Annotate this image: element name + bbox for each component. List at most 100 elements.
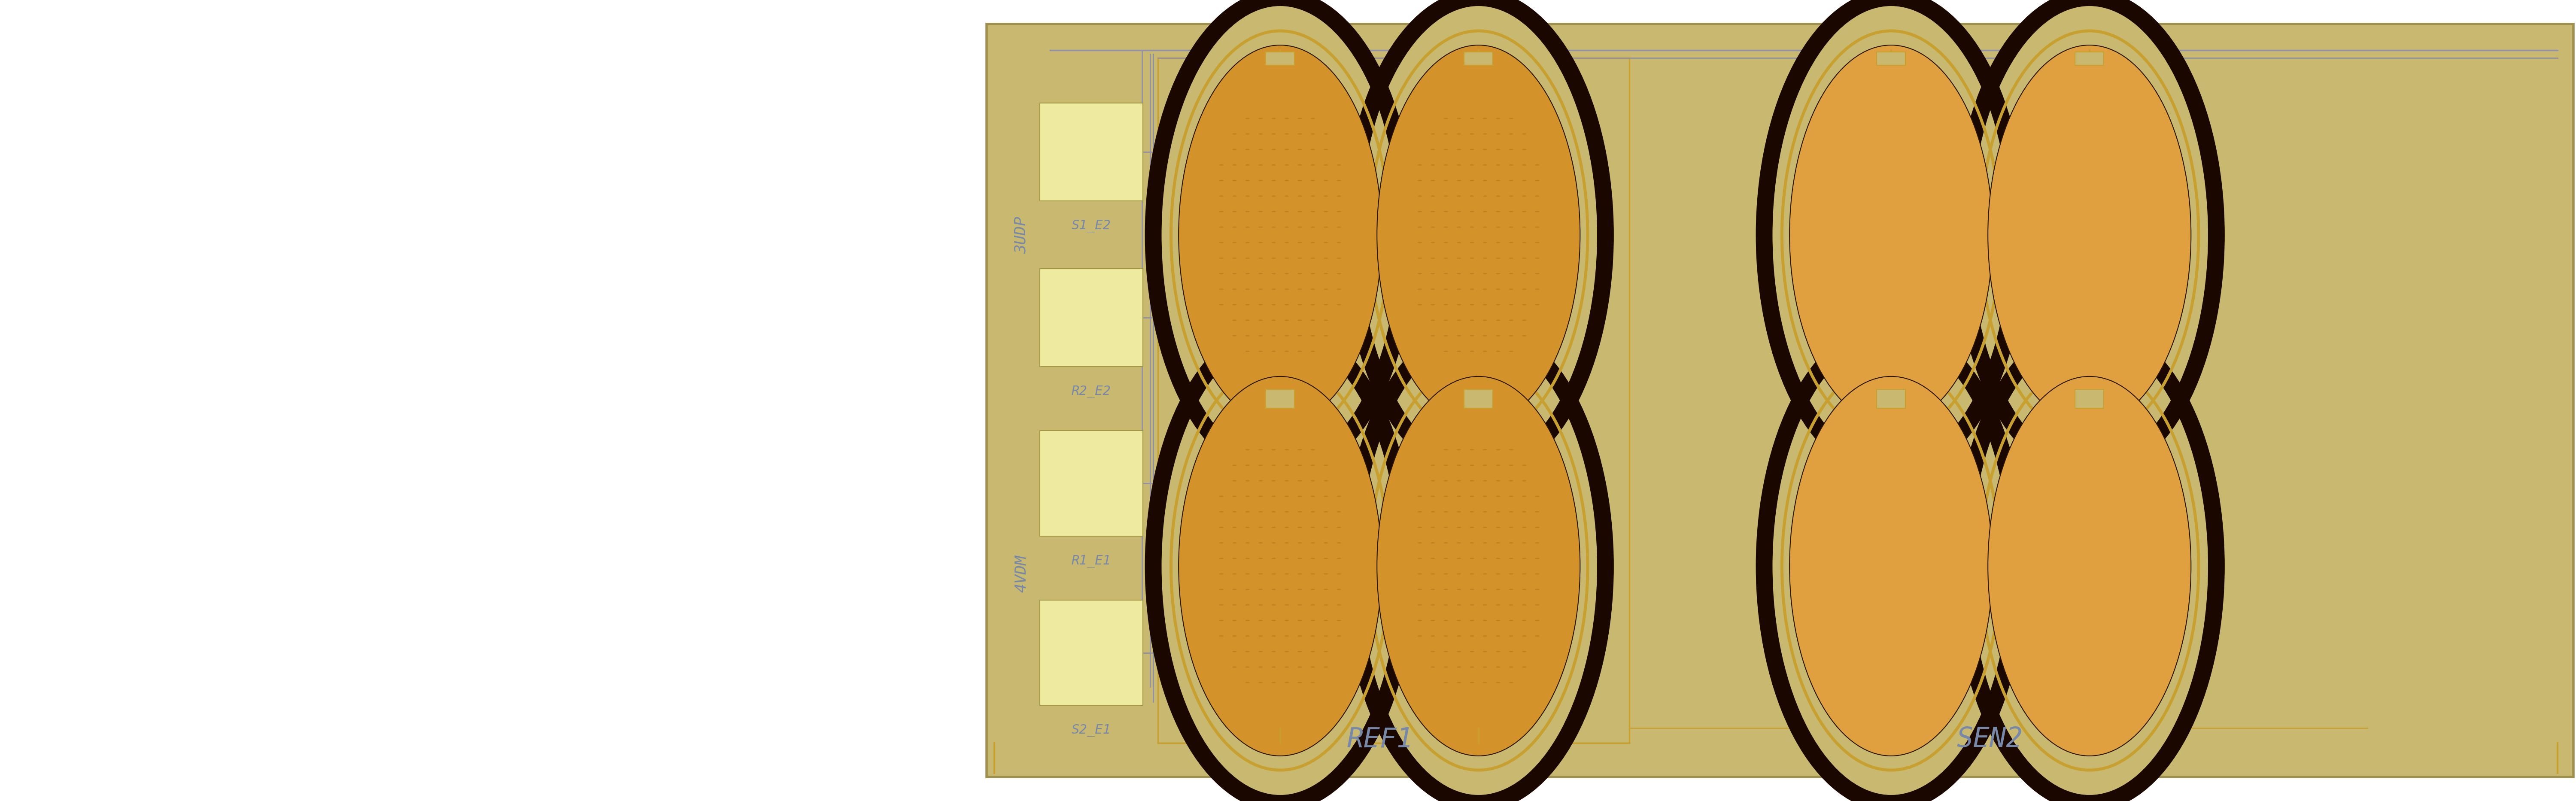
- Ellipse shape: [1231, 666, 1236, 668]
- Ellipse shape: [1430, 257, 1435, 259]
- Ellipse shape: [1497, 351, 1499, 352]
- Ellipse shape: [1522, 242, 1528, 244]
- Ellipse shape: [1257, 465, 1262, 466]
- Ellipse shape: [1311, 620, 1314, 621]
- Ellipse shape: [1455, 651, 1461, 652]
- Ellipse shape: [1430, 620, 1435, 621]
- Ellipse shape: [1535, 604, 1540, 606]
- Ellipse shape: [1417, 526, 1422, 528]
- Ellipse shape: [1522, 526, 1528, 528]
- Ellipse shape: [1471, 589, 1473, 590]
- Ellipse shape: [1273, 666, 1275, 668]
- Ellipse shape: [1455, 288, 1461, 290]
- Ellipse shape: [1484, 118, 1486, 119]
- Ellipse shape: [1257, 133, 1262, 135]
- Ellipse shape: [1522, 288, 1528, 290]
- Ellipse shape: [1510, 180, 1512, 181]
- Ellipse shape: [1311, 180, 1314, 181]
- Ellipse shape: [1244, 651, 1249, 652]
- Ellipse shape: [1273, 651, 1275, 652]
- Ellipse shape: [1285, 589, 1288, 590]
- Ellipse shape: [1285, 180, 1288, 181]
- Text: SEN2: SEN2: [1955, 726, 2022, 753]
- Ellipse shape: [1417, 304, 1422, 305]
- Ellipse shape: [1497, 335, 1499, 336]
- Ellipse shape: [1337, 557, 1342, 559]
- Ellipse shape: [1324, 273, 1329, 275]
- Ellipse shape: [1337, 511, 1342, 513]
- Ellipse shape: [1337, 257, 1342, 259]
- Ellipse shape: [1273, 149, 1275, 150]
- Ellipse shape: [1497, 242, 1499, 244]
- Ellipse shape: [1218, 511, 1224, 513]
- Ellipse shape: [1298, 320, 1301, 321]
- Ellipse shape: [1285, 304, 1288, 305]
- Ellipse shape: [1510, 542, 1512, 544]
- Ellipse shape: [1455, 465, 1461, 466]
- Ellipse shape: [1285, 682, 1288, 683]
- Ellipse shape: [1510, 195, 1512, 197]
- Ellipse shape: [1417, 288, 1422, 290]
- Ellipse shape: [1273, 635, 1275, 637]
- Ellipse shape: [1273, 133, 1275, 135]
- Ellipse shape: [1231, 620, 1236, 621]
- Ellipse shape: [1273, 257, 1275, 259]
- Ellipse shape: [1311, 480, 1314, 481]
- Ellipse shape: [1324, 304, 1329, 305]
- Ellipse shape: [1311, 589, 1314, 590]
- Ellipse shape: [1484, 449, 1486, 450]
- Ellipse shape: [1510, 304, 1512, 305]
- Ellipse shape: [1273, 242, 1275, 244]
- Ellipse shape: [1231, 149, 1236, 150]
- Ellipse shape: [1471, 320, 1473, 321]
- Ellipse shape: [1484, 288, 1486, 290]
- Ellipse shape: [1337, 304, 1342, 305]
- Ellipse shape: [1324, 480, 1329, 481]
- Bar: [1265, 389, 1296, 408]
- Ellipse shape: [1273, 118, 1275, 119]
- Ellipse shape: [1535, 211, 1540, 212]
- Ellipse shape: [1231, 273, 1236, 275]
- Ellipse shape: [1497, 682, 1499, 683]
- Ellipse shape: [1510, 604, 1512, 606]
- Ellipse shape: [1244, 351, 1249, 352]
- Ellipse shape: [1324, 195, 1329, 197]
- Ellipse shape: [1311, 682, 1314, 683]
- Ellipse shape: [1443, 511, 1448, 513]
- Ellipse shape: [1471, 351, 1473, 352]
- Ellipse shape: [1497, 288, 1499, 290]
- Ellipse shape: [1484, 651, 1486, 652]
- Ellipse shape: [1535, 635, 1540, 637]
- Ellipse shape: [1471, 164, 1473, 166]
- Ellipse shape: [1484, 542, 1486, 544]
- Ellipse shape: [1455, 511, 1461, 513]
- Ellipse shape: [1471, 242, 1473, 244]
- Ellipse shape: [1324, 557, 1329, 559]
- Ellipse shape: [1455, 164, 1461, 166]
- Ellipse shape: [1257, 288, 1262, 290]
- Ellipse shape: [1311, 542, 1314, 544]
- Ellipse shape: [1324, 465, 1329, 466]
- Ellipse shape: [1471, 118, 1473, 119]
- Ellipse shape: [1311, 320, 1314, 321]
- Ellipse shape: [1510, 511, 1512, 513]
- Ellipse shape: [1231, 133, 1236, 135]
- Ellipse shape: [1273, 682, 1275, 683]
- Ellipse shape: [1484, 480, 1486, 481]
- Ellipse shape: [1522, 195, 1528, 197]
- Ellipse shape: [1257, 335, 1262, 336]
- Ellipse shape: [1337, 195, 1342, 197]
- Ellipse shape: [1417, 589, 1422, 590]
- Ellipse shape: [1484, 335, 1486, 336]
- Ellipse shape: [1471, 635, 1473, 637]
- Ellipse shape: [1337, 211, 1342, 212]
- Ellipse shape: [1510, 149, 1512, 150]
- Ellipse shape: [1443, 620, 1448, 621]
- Ellipse shape: [1989, 376, 2192, 756]
- Ellipse shape: [1218, 635, 1224, 637]
- Ellipse shape: [1244, 449, 1249, 450]
- Ellipse shape: [1535, 589, 1540, 590]
- Ellipse shape: [1337, 273, 1342, 275]
- Ellipse shape: [1298, 211, 1301, 212]
- Ellipse shape: [1257, 164, 1262, 166]
